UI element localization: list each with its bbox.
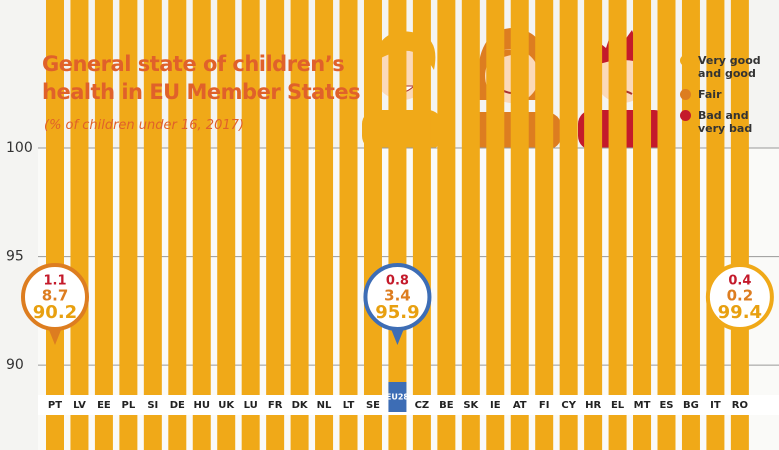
bar-segment bbox=[94, 0, 113, 450]
x-tick-label: FR bbox=[268, 400, 283, 411]
bar-segment bbox=[633, 0, 652, 450]
category-highlight bbox=[388, 382, 407, 412]
x-tick-label: EU28 bbox=[386, 393, 410, 402]
x-tick-label: EL bbox=[611, 400, 625, 411]
bar-segment bbox=[192, 0, 211, 450]
bar-segment bbox=[266, 0, 285, 450]
bar-segment bbox=[657, 0, 676, 450]
callout: 0.40.299.4 bbox=[705, 263, 774, 345]
bar-segment bbox=[70, 0, 89, 450]
bar-segment bbox=[730, 0, 749, 450]
x-tick-label: AT bbox=[513, 400, 527, 411]
callout-value: 1.1 bbox=[43, 274, 66, 289]
y-tick-label: 100 bbox=[6, 140, 33, 156]
callout-value: 95.9 bbox=[375, 302, 419, 323]
bar-segment bbox=[119, 0, 138, 450]
bar-segment bbox=[363, 0, 382, 450]
chart-subtitle: (% of children under 16, 2017) bbox=[44, 118, 244, 133]
y-tick-label: 90 bbox=[6, 357, 24, 373]
x-tick-label: MT bbox=[634, 400, 651, 411]
bar-segment bbox=[510, 0, 529, 450]
x-tick-label: NL bbox=[317, 400, 332, 411]
x-tick-label: HR bbox=[585, 400, 601, 411]
legend-item: Bad and very bad bbox=[680, 109, 775, 135]
bar-segment bbox=[143, 0, 162, 450]
bar-segment bbox=[412, 0, 431, 450]
y-tick-label: 95 bbox=[6, 249, 24, 265]
x-tick-label: IE bbox=[490, 400, 501, 411]
x-tick-label: BG bbox=[683, 400, 699, 411]
callout-bubble bbox=[363, 263, 432, 331]
bar-segment bbox=[217, 0, 236, 450]
x-tick-label: ES bbox=[659, 400, 673, 411]
x-tick-label: EE bbox=[97, 400, 111, 411]
bar-segment bbox=[290, 0, 309, 450]
x-tick-label: FI bbox=[539, 400, 550, 411]
callout-value: 0.2 bbox=[727, 287, 754, 305]
legend: Very good and good Fair Bad and very bad bbox=[680, 54, 775, 143]
x-tick-label: SK bbox=[463, 400, 479, 411]
x-tick-label: LT bbox=[343, 400, 355, 411]
bar-segment bbox=[461, 0, 480, 450]
x-tick-label: UK bbox=[218, 400, 235, 411]
legend-item: Fair bbox=[680, 88, 775, 101]
callout-value: 99.4 bbox=[718, 302, 762, 323]
x-tick-label: CZ bbox=[415, 400, 430, 411]
x-tick-label: DK bbox=[292, 400, 309, 411]
legend-label: Very good and good bbox=[698, 54, 761, 80]
bar-segment bbox=[437, 0, 456, 450]
bar-segment bbox=[535, 0, 554, 450]
bar-segment bbox=[608, 0, 627, 450]
x-tick-label: LU bbox=[244, 400, 258, 411]
bar-segment bbox=[584, 0, 603, 450]
callout: 0.83.495.9 bbox=[363, 263, 432, 345]
x-tick-label: PL bbox=[122, 400, 136, 411]
x-tick-label: SI bbox=[147, 400, 158, 411]
bar-segment bbox=[706, 0, 725, 450]
x-tick-label: BE bbox=[439, 400, 454, 411]
callout-bubble bbox=[21, 263, 89, 331]
bar-segment bbox=[46, 0, 64, 450]
bar-segment bbox=[486, 0, 505, 450]
legend-item: Very good and good bbox=[680, 54, 775, 80]
x-tick-label: LV bbox=[73, 400, 86, 411]
callout: 1.18.790.2 bbox=[21, 263, 89, 345]
bar-segment bbox=[315, 0, 334, 450]
callout-value: 0.8 bbox=[386, 274, 409, 289]
x-tick-label: SE bbox=[366, 400, 380, 411]
bar-segment bbox=[388, 0, 407, 450]
chart-title: General state of children’s health in EU… bbox=[42, 52, 361, 104]
bar-segment bbox=[241, 0, 260, 450]
x-tick-label: PT bbox=[48, 400, 62, 411]
callout-bubble bbox=[705, 263, 774, 331]
x-tick-label: HU bbox=[194, 400, 211, 411]
x-tick-label: DE bbox=[170, 400, 185, 411]
callout-value: 0.4 bbox=[728, 274, 751, 289]
x-tick-label: RO bbox=[732, 400, 748, 411]
bar-segment bbox=[339, 0, 358, 450]
legend-label: Bad and very bad bbox=[698, 109, 753, 135]
legend-swatch bbox=[680, 89, 691, 100]
category-strip bbox=[38, 395, 779, 415]
legend-label: Fair bbox=[698, 88, 722, 101]
bar-segment bbox=[168, 0, 187, 450]
callout-value: 90.2 bbox=[33, 302, 77, 323]
callout-value: 8.7 bbox=[42, 287, 69, 305]
x-tick-label: IT bbox=[710, 400, 721, 411]
bar-segment bbox=[559, 0, 578, 450]
callout-value: 3.4 bbox=[384, 287, 411, 305]
legend-swatch bbox=[680, 110, 691, 121]
legend-swatch bbox=[680, 55, 691, 66]
x-tick-label: CY bbox=[561, 400, 576, 411]
